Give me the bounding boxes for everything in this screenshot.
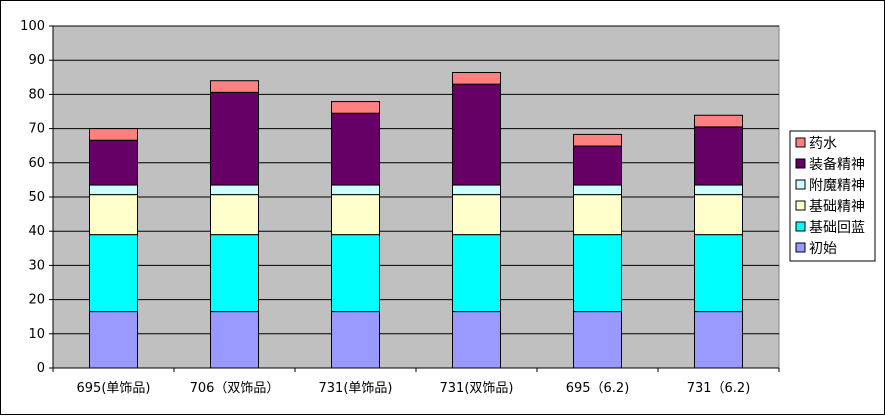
- bar-segment: [694, 194, 743, 236]
- bar-segment: [452, 311, 501, 369]
- legend-swatch: [795, 221, 806, 232]
- legend-label: 初始: [809, 240, 837, 257]
- x-tick-label: 695(单饰品): [77, 381, 151, 396]
- bar-segment: [210, 80, 259, 93]
- x-tick-label: 731(双饰品): [440, 381, 514, 396]
- bar-segment: [331, 311, 380, 369]
- legend-label: 装备精神: [809, 156, 865, 173]
- legend-swatch: [795, 137, 806, 148]
- legend-label: 药水: [809, 136, 837, 152]
- bar-segment: [210, 194, 259, 236]
- bar-segment: [573, 184, 622, 196]
- bar-segment: [89, 234, 138, 313]
- y-tick-label: 60: [28, 156, 45, 171]
- y-tick-label: 40: [28, 224, 45, 239]
- bar-segment: [452, 72, 501, 85]
- bar-segment: [210, 311, 259, 369]
- x-tick-label: 695（6.2): [566, 381, 630, 396]
- legend-label: 基础回蓝: [809, 219, 865, 236]
- bar-segment: [331, 184, 380, 196]
- bar-segment: [89, 139, 138, 186]
- bar-segment: [694, 114, 743, 128]
- legend-swatch: [795, 179, 806, 190]
- bar-segment: [452, 184, 501, 196]
- bar-segment: [89, 184, 138, 196]
- bar-segment: [573, 311, 622, 369]
- x-tick-label: 731（6.2): [687, 381, 751, 396]
- legend-swatch: [795, 200, 806, 211]
- bar-segment: [694, 234, 743, 313]
- bar-segment: [452, 234, 501, 313]
- bar-segment: [331, 101, 380, 114]
- bar-segment: [573, 133, 622, 147]
- bar-segment: [573, 194, 622, 236]
- bar-segment: [573, 234, 622, 313]
- legend-swatch: [795, 158, 806, 169]
- y-tick-label: 30: [28, 258, 45, 273]
- y-tick-label: 90: [28, 53, 45, 68]
- bar-segment: [694, 311, 743, 369]
- y-tick-label: 70: [28, 122, 45, 137]
- bar-segment: [452, 83, 501, 186]
- legend-label: 附魔精神: [809, 178, 865, 194]
- bar-segment: [210, 184, 259, 196]
- bar-segment: [331, 234, 380, 313]
- legend-swatch: [795, 242, 806, 253]
- bar-segment: [89, 311, 138, 369]
- bar-segment: [89, 128, 138, 141]
- bar-segment: [452, 194, 501, 236]
- bar-segment: [210, 91, 259, 186]
- y-tick-label: 0: [37, 361, 45, 376]
- y-tick-label: 80: [28, 87, 45, 102]
- bar-segment: [89, 194, 138, 236]
- bar-segment: [210, 234, 259, 313]
- x-axis: 695(单饰品) 706（双饰品） 731(单饰品) 731(双饰品) 695（6.2)…: [52, 367, 780, 396]
- legend-label: 基础精神: [809, 198, 865, 215]
- y-tick-label: 10: [28, 327, 45, 342]
- bar-segment: [573, 145, 622, 186]
- bar-segment: [694, 184, 743, 196]
- bar-segment: [694, 126, 743, 186]
- y-tick-label: 50: [28, 190, 45, 205]
- y-tick-label: 20: [28, 293, 45, 308]
- y-tick-label: 100: [20, 19, 45, 34]
- bar-segment: [331, 112, 380, 186]
- gridlines: [53, 25, 779, 335]
- x-tick-label: 731(单饰品): [319, 381, 393, 396]
- bar-segment: [331, 194, 380, 236]
- y-axis: 0 10 20 30 40 50 60 70 80 90 100: [20, 19, 54, 376]
- x-tick-label: 706（双饰品）: [190, 381, 280, 396]
- legend-box: [789, 130, 876, 262]
